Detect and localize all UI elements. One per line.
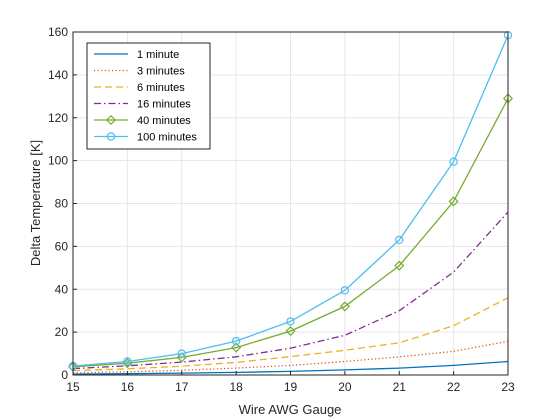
y-tick-label: 120 [48,111,68,125]
data-point-diamond [339,301,350,312]
legend-box [86,42,211,150]
data-point-diamond [231,342,242,353]
data-point-circle [123,357,132,366]
data-point-circle [449,157,458,166]
legend-entry: 1 minute [94,49,179,61]
legend-entry: 100 minutes [94,132,197,144]
y-tick-label: 20 [55,325,69,339]
y-tick-label: 40 [55,282,69,296]
series-3 [72,297,509,372]
x-tick-label: 16 [121,380,135,394]
x-tick-label: 19 [284,380,298,394]
data-point-circle [340,286,350,295]
legend-entry: 3 minutes [94,66,185,78]
legend-label: 40 minutes [137,115,191,127]
x-tick-label: 21 [393,380,407,394]
series-2 [72,340,509,374]
y-tick-label: 140 [48,68,68,82]
ticks: 15 16 17 18 19 20 21 22 23 0 20 40 60 80 100 120 140 160 [48,25,515,394]
series-line [72,211,509,370]
data-point-diamond [285,326,296,337]
y-axis-label: Delta Temperature [K] [28,140,43,266]
legend-entry: 16 minutes [94,99,191,111]
legend-entry: 6 minutes [94,82,185,94]
data-point-circle [177,349,186,358]
data-point-diamond [105,114,117,126]
y-tick-label: 80 [55,197,69,211]
y-tick-label: 160 [48,25,68,39]
x-tick-label: 20 [338,380,352,394]
legend-label: 100 minutes [137,132,197,144]
data-point-circle [395,235,404,245]
x-tick-label: 18 [229,380,243,394]
y-tick-label: 100 [48,154,68,168]
data-point-circle [106,132,116,141]
data-point-circle [286,317,295,326]
data-point-circle [231,336,241,346]
x-tick-label: 22 [447,380,461,394]
x-tick-label: 15 [66,380,80,394]
series-4 [72,211,509,370]
series-line [72,34,509,367]
legend-entry: 40 minutes [94,114,191,127]
series-line [72,98,509,368]
series-line [72,297,509,372]
data-point-diamond [448,196,459,207]
x-tick-label: 23 [501,380,515,394]
y-tick-label: 0 [61,368,68,382]
legend: 1 minute 3 minutes 6 minutes 16 minutes 40 m… [86,42,211,150]
x-tick-label: 17 [175,380,189,394]
x-axis-label: Wire AWG Gauge [239,402,342,417]
legend-label: 1 minute [137,49,179,61]
y-tick-label: 60 [55,239,69,253]
legend-label: 3 minutes [137,66,185,78]
series-line [72,340,509,374]
legend-label: 6 minutes [137,82,185,94]
data-point-diamond [394,260,405,271]
legend-label: 16 minutes [137,99,191,111]
